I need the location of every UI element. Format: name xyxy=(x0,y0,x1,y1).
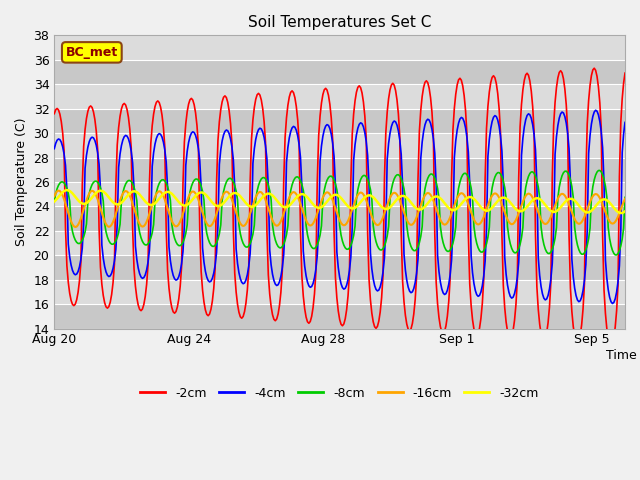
-32cm xyxy=(396,194,404,200)
-4cm xyxy=(444,288,451,293)
Bar xyxy=(54,231,625,255)
Bar xyxy=(54,182,625,206)
Bar xyxy=(54,304,625,329)
-16cm xyxy=(161,197,168,203)
-16cm xyxy=(621,196,629,202)
-8cm xyxy=(596,168,604,173)
-32cm xyxy=(617,210,625,216)
-8cm xyxy=(421,186,429,192)
Bar xyxy=(54,108,625,133)
-8cm xyxy=(612,252,620,258)
-16cm xyxy=(446,214,454,220)
-4cm xyxy=(445,281,452,287)
Legend: -2cm, -4cm, -8cm, -16cm, -32cm: -2cm, -4cm, -8cm, -16cm, -32cm xyxy=(136,382,544,405)
-32cm xyxy=(63,187,71,193)
-2cm xyxy=(444,313,451,319)
-4cm xyxy=(158,134,166,140)
-2cm xyxy=(51,111,58,117)
-2cm xyxy=(590,65,598,71)
Bar xyxy=(54,157,625,182)
Line: -8cm: -8cm xyxy=(54,170,625,255)
-16cm xyxy=(354,192,362,198)
Bar xyxy=(54,133,625,157)
Bar xyxy=(54,84,625,108)
-8cm xyxy=(158,177,166,183)
Bar xyxy=(54,255,625,280)
-8cm xyxy=(394,172,402,178)
-4cm xyxy=(51,146,58,152)
-32cm xyxy=(621,208,629,214)
Line: -16cm: -16cm xyxy=(54,191,625,227)
-4cm xyxy=(351,142,359,147)
Y-axis label: Soil Temperature (C): Soil Temperature (C) xyxy=(15,118,28,246)
-32cm xyxy=(353,204,360,210)
-32cm xyxy=(159,191,167,197)
-8cm xyxy=(445,249,452,254)
-2cm xyxy=(421,80,429,85)
Bar xyxy=(54,280,625,304)
-2cm xyxy=(621,70,629,76)
-8cm xyxy=(351,223,359,229)
X-axis label: Time: Time xyxy=(605,349,636,362)
-16cm xyxy=(51,193,58,199)
Line: -2cm: -2cm xyxy=(54,68,625,346)
Text: BC_met: BC_met xyxy=(66,46,118,59)
-8cm xyxy=(51,199,58,204)
-4cm xyxy=(421,122,429,128)
-2cm xyxy=(351,98,359,104)
-16cm xyxy=(397,201,405,207)
-16cm xyxy=(54,188,62,193)
Bar xyxy=(54,36,625,60)
Bar xyxy=(54,60,625,84)
-4cm xyxy=(609,300,616,306)
Line: -4cm: -4cm xyxy=(54,110,625,303)
-8cm xyxy=(621,194,629,200)
-4cm xyxy=(592,108,600,113)
-32cm xyxy=(446,206,454,212)
-2cm xyxy=(394,111,402,117)
-2cm xyxy=(445,299,452,304)
-4cm xyxy=(621,120,629,125)
-2cm xyxy=(158,112,166,118)
-32cm xyxy=(51,199,58,204)
-16cm xyxy=(448,211,456,216)
-16cm xyxy=(72,224,79,230)
-2cm xyxy=(607,343,615,349)
Title: Soil Temperatures Set C: Soil Temperatures Set C xyxy=(248,15,431,30)
-8cm xyxy=(444,249,451,254)
-4cm xyxy=(394,128,402,134)
Bar xyxy=(54,206,625,231)
-32cm xyxy=(422,202,430,208)
-32cm xyxy=(445,205,452,211)
-16cm xyxy=(424,190,431,196)
Line: -32cm: -32cm xyxy=(54,190,625,213)
